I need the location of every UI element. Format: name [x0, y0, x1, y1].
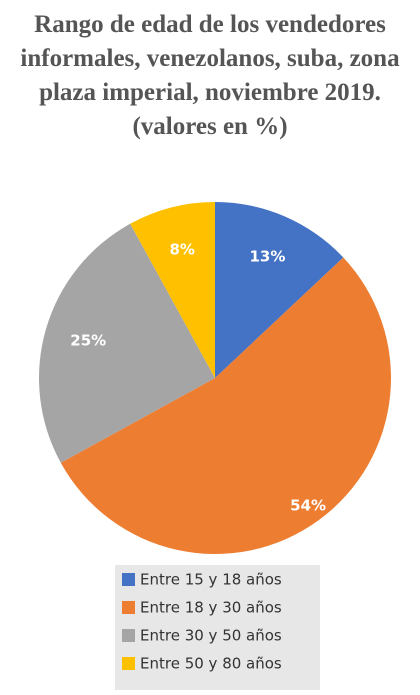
legend-swatch — [122, 573, 135, 586]
legend-swatch — [122, 629, 135, 642]
chart-title: Rango de edad de los vendedores informal… — [20, 11, 400, 140]
legend-label: Entre 18 y 30 años — [140, 599, 282, 617]
pie-slice — [215, 202, 344, 378]
legend-label: Entre 50 y 80 años — [140, 655, 282, 673]
legend-swatch — [122, 601, 135, 614]
legend-label: Entre 30 y 50 años — [140, 627, 282, 645]
data-label: 25% — [70, 332, 106, 350]
legend-label: Entre 15 y 18 años — [140, 571, 282, 589]
legend-box — [115, 565, 320, 690]
pie-slice — [60, 257, 391, 554]
pie-slice — [38, 223, 215, 463]
data-label: 13% — [249, 247, 285, 265]
legend-swatch — [122, 657, 135, 670]
pie-slice — [130, 202, 215, 378]
data-label: 8% — [169, 241, 194, 259]
data-label: 54% — [290, 497, 326, 515]
